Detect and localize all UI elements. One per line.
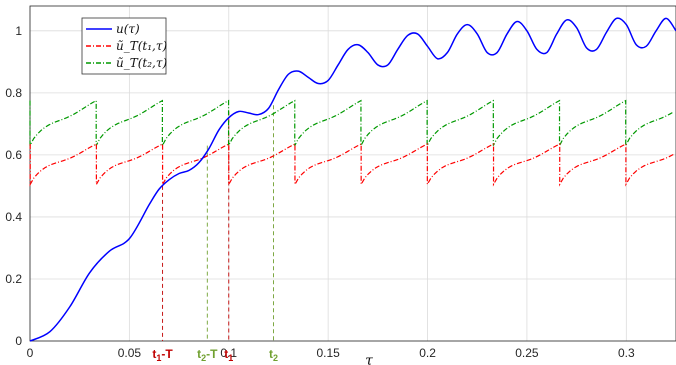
annotation-lines [162, 105, 274, 341]
x-tick-label: 0.2 [419, 346, 436, 360]
annotation-label-sub: 1 [228, 353, 233, 363]
annotation-label-sub: 2 [201, 353, 206, 363]
x-tick-label: 0.3 [618, 346, 635, 360]
y-tick-label: 0.6 [5, 148, 22, 162]
annotation-label-main: t [224, 347, 228, 361]
y-tick-label: 0.2 [5, 272, 22, 286]
annotation-label: t1-T [152, 347, 173, 363]
ticks: 0 0.05 0.1 0.15 0.2 0.25 0.3 0 0.2 0.4 0.6 0.8 1 [5, 24, 635, 360]
series-group [29, 17, 676, 342]
series-u-line [29, 17, 676, 342]
legend-label: u(τ) [116, 22, 140, 36]
annotation-label: t1 [224, 347, 233, 363]
y-tick-label: 0.8 [5, 86, 22, 100]
x-tick-label: 0 [27, 346, 34, 360]
x-tick-label: 0.25 [515, 346, 539, 360]
x-tick-label: 0.15 [316, 346, 340, 360]
legend: u(τ) ũ_T(t₁,τ) ũ_T(t₂,τ) [81, 17, 168, 75]
axes-box [29, 5, 676, 342]
annotation-label-suffix: -T [161, 347, 173, 361]
x-axis-title: τ [365, 353, 373, 365]
annotation-label-sub: 1 [156, 353, 161, 363]
legend-label: ũ_T(t₁,τ) [116, 39, 168, 53]
x-tick-label: 0.05 [118, 346, 142, 360]
annotation-label-main: t [152, 347, 156, 361]
annotation-label-suffix: -T [206, 347, 218, 361]
annotation-label-sub: 2 [273, 353, 278, 363]
legend-label: ũ_T(t₂,τ) [116, 56, 168, 70]
y-tick-label: 1 [15, 24, 22, 38]
y-tick-label: 0.4 [5, 210, 22, 224]
series-ut2-line [29, 99, 674, 146]
annotation-label-main: t [197, 347, 201, 361]
y-tick-label: 0 [15, 334, 22, 348]
annotation-label: t2-T [197, 347, 218, 363]
series-ut1-line [29, 143, 674, 187]
x-tick-label: 0.1 [220, 346, 237, 360]
annotation-label-main: t [269, 347, 273, 361]
annotations: t1-T t2-T t1 t2 [152, 347, 278, 363]
annotation-label: t2 [269, 347, 278, 363]
